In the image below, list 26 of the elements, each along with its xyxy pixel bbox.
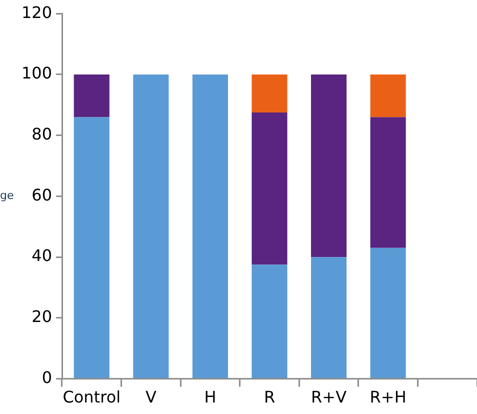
bar — [370, 74, 406, 118]
y-tick-label: 80 — [32, 124, 52, 144]
bar — [252, 112, 288, 265]
bar — [74, 117, 110, 378]
bar — [74, 74, 110, 118]
y-tick-label: 100 — [21, 64, 52, 83]
y-tick-label: 60 — [32, 185, 52, 204]
bar — [311, 74, 347, 258]
bar — [370, 117, 406, 248]
x-tick-label: R+V — [311, 388, 347, 407]
y-tick-label: 120 — [21, 2, 52, 22]
bar — [133, 74, 169, 378]
bar — [252, 74, 288, 113]
y-tick-label: 40 — [32, 246, 52, 266]
x-tick-label: R — [264, 388, 276, 407]
y-tick-label: 0 — [42, 368, 52, 387]
y-axis-title: ge — [0, 189, 14, 202]
bar — [252, 264, 288, 378]
y-tick-label: 20 — [32, 307, 52, 326]
bar — [192, 74, 228, 378]
x-tick-label: R+H — [370, 388, 406, 407]
bar — [370, 248, 406, 378]
x-tick-label: V — [145, 388, 156, 407]
x-tick-label: Control — [62, 388, 121, 407]
x-tick-label: H — [204, 388, 216, 407]
bar — [311, 257, 347, 378]
